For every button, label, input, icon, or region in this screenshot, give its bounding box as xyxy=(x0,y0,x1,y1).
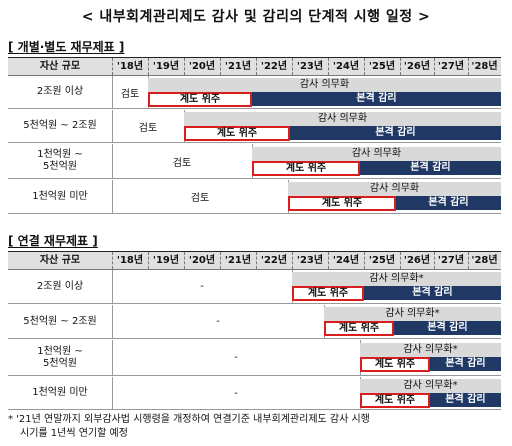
table-row: 1천억원 미만 - 감사 의무화* 본격 감리 계도 위주 xyxy=(8,377,501,410)
full-inspection-bar: 본격 감리 xyxy=(394,321,501,335)
footnote-line: * '21년 연말까지 외부감사법 시행령을 개정하여 연결기준 내부회계관리제… xyxy=(8,414,370,425)
audit-mandate-bar: 감사 의무화 xyxy=(148,78,501,92)
asset-size-label: 2조원 이상 xyxy=(8,270,113,303)
design-focus-box: 계도 위주 xyxy=(184,126,290,141)
table-row: 5천억원 ~ 2조원 검토 감사 의무화 본격 감리 계도 위주 xyxy=(8,110,501,143)
design-focus-box: 계도 위주 xyxy=(360,393,430,408)
footnote-line: 시기를 1년씩 연기할 예정 xyxy=(20,428,128,439)
table-row: 5천억원 ~ 2조원 - 감사 의무화* 본격 감리 계도 위주 xyxy=(8,305,501,339)
table-row: 1천억원 미만 검토 감사 의무화 본격 감리 계도 위주 xyxy=(8,180,501,214)
asset-size-label: 1천억원 미만 xyxy=(8,180,113,213)
section-separate-heading: [ 개별·별도 재무제표 ] xyxy=(8,40,125,54)
review-cell: 검토 xyxy=(112,110,185,142)
full-inspection-bar: 본격 감리 xyxy=(252,92,501,106)
year-header: '24년 xyxy=(332,61,360,72)
table-row: 1천억원 ~5천억원 검토 감사 의무화 본격 감리 계도 위주 xyxy=(8,144,501,179)
asset-size-label: 5천억원 ~ 2조원 xyxy=(8,305,113,338)
asset-size-label: 5천억원 ~ 2조원 xyxy=(8,110,113,142)
design-focus-box: 계도 위주 xyxy=(252,161,360,176)
year-header: '25년 xyxy=(368,255,396,266)
year-header: '24년 xyxy=(332,255,360,266)
audit-mandate-bar: 감사 의무화 xyxy=(184,112,501,126)
full-inspection-bar: 본격 감리 xyxy=(364,286,501,300)
year-header: '22년 xyxy=(260,255,288,266)
not-applicable-cell: - xyxy=(112,305,325,338)
year-header: '25년 xyxy=(368,61,396,72)
design-focus-box: 계도 위주 xyxy=(360,357,430,372)
table-row: 2조원 이상 검토 감사 의무화 본격 감리 계도 위주 xyxy=(8,76,501,109)
year-header: '21년 xyxy=(224,61,252,72)
footnote: * '21년 연말까지 외부감사법 시행령을 개정하여 연결기준 내부회계관리제… xyxy=(8,413,508,441)
year-header: '23년 xyxy=(296,255,324,266)
not-applicable-cell: - xyxy=(112,377,361,409)
review-cell: 검토 xyxy=(112,76,149,108)
design-focus-box: 계도 위주 xyxy=(148,92,252,107)
audit-mandate-bar: 감사 의무화* xyxy=(360,343,501,357)
size-column-header: 자산 규모 xyxy=(39,255,81,266)
audit-mandate-bar: 감사 의무화 xyxy=(288,182,501,196)
design-focus-box: 계도 위주 xyxy=(288,196,396,211)
full-inspection-bar: 본격 감리 xyxy=(290,126,501,140)
table-row: 1천억원 ~5천억원 - 감사 의무화* 본격 감리 계도 위주 xyxy=(8,340,501,376)
full-inspection-bar: 본격 감리 xyxy=(430,393,501,407)
audit-mandate-bar: 감사 의무화* xyxy=(324,307,501,321)
full-inspection-bar: 본격 감리 xyxy=(396,196,501,210)
year-header: '27년 xyxy=(437,61,465,72)
review-cell: 검토 xyxy=(112,144,253,178)
year-header: '18년 xyxy=(116,255,144,266)
not-applicable-cell: - xyxy=(112,270,293,303)
design-focus-box: 계도 위주 xyxy=(324,321,394,336)
year-header: '19년 xyxy=(152,61,180,72)
size-column-header: 자산 규모 xyxy=(39,61,81,72)
consolidated-header-row: 자산 규모 '18년 '19년 '20년 '21년 '22년 '23년 '24년… xyxy=(8,251,501,270)
year-header: '22년 xyxy=(260,61,288,72)
asset-size-label: 1천억원 ~5천억원 xyxy=(8,144,113,178)
table-row: 2조원 이상 - 감사 의무화* 본격 감리 계도 위주 xyxy=(8,270,501,304)
asset-size-label: 1천억원 미만 xyxy=(8,377,113,409)
year-header: '26년 xyxy=(403,61,431,72)
full-inspection-bar: 본격 감리 xyxy=(360,161,501,175)
year-header: '19년 xyxy=(152,255,180,266)
audit-mandate-bar: 감사 의무화 xyxy=(252,147,501,161)
year-header: '28년 xyxy=(471,61,498,72)
design-focus-box: 계도 위주 xyxy=(292,286,364,301)
audit-mandate-bar: 감사 의무화* xyxy=(292,272,501,286)
review-cell: 검토 xyxy=(112,180,289,213)
not-applicable-cell: - xyxy=(112,340,361,375)
page-title: < 내부회계관리제도 감사 및 감리의 단계적 시행 일정 > xyxy=(81,9,431,25)
year-header: '20년 xyxy=(188,255,216,266)
audit-mandate-bar: 감사 의무화* xyxy=(360,379,501,393)
year-header: '28년 xyxy=(471,255,498,266)
separate-header-row: 자산 규모 '18년 '19년 '20년 '21년 '22년 '23년 '24년… xyxy=(8,57,501,76)
asset-size-label: 2조원 이상 xyxy=(8,76,113,108)
full-inspection-bar: 본격 감리 xyxy=(430,357,501,371)
year-header: '27년 xyxy=(437,255,465,266)
asset-size-label: 1천억원 ~5천억원 xyxy=(8,340,113,375)
year-header: '21년 xyxy=(224,255,252,266)
year-header: '23년 xyxy=(296,61,324,72)
section-consolidated-heading: [ 연결 재무제표 ] xyxy=(8,234,98,248)
year-header: '26년 xyxy=(403,255,431,266)
year-header: '20년 xyxy=(188,61,216,72)
year-header: '18년 xyxy=(116,61,144,72)
